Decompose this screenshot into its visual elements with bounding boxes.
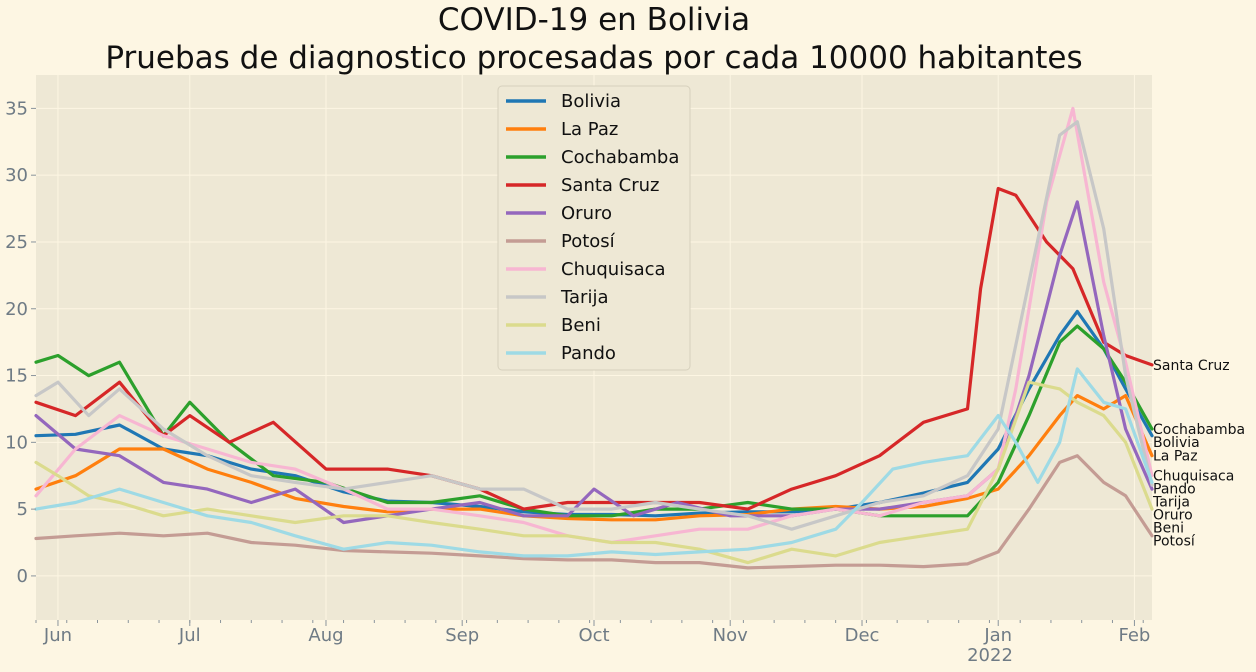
y-tick-label: 35 [5,98,28,119]
y-tick-label: 20 [5,299,28,320]
x-tick-label: Oct [578,625,609,646]
legend-entry-label: La Paz [561,119,618,140]
x-tick-label: Jul [178,625,201,646]
x-axis: Jun Jul Aug Sep Oct Nov Dec Jan Feb [35,620,1150,646]
series-line-chuquisaca [34,106,1154,545]
y-tick-label: 5 [17,499,28,520]
x-tick-label: Dec [845,625,880,646]
series-line-pando [34,367,1154,558]
series-line-cochabamba [34,324,1154,518]
legend-entry-label: Chuquisaca [561,259,666,280]
x-tick-label: Nov [713,625,748,646]
end-label-santa-cruz: Santa Cruz [1153,358,1230,374]
end-label-beni: Beni [1153,521,1184,537]
end-label-chuquisaca: Chuquisaca [1153,469,1234,485]
series-line-la-paz [34,394,1154,522]
legend-entry-label: Beni [561,315,601,336]
end-label-pando: Pando [1153,482,1196,498]
y-axis: 0 5 10 15 20 25 30 35 [5,98,36,587]
legend-entry-label: Tarija [560,287,608,308]
series-line-tarija [34,120,1154,531]
series-lines [34,106,1154,570]
legend-entry-label: Cochabamba [561,147,679,168]
series-line-beni [34,380,1154,565]
legend: Bolivia La Paz Cochabamba Santa Cruz Oruro Po… [497,85,691,371]
end-label-tarija: Tarija [1152,495,1190,511]
y-tick-label: 25 [5,232,28,253]
end-label-potos-: Potosí [1153,534,1196,550]
legend-entry-label: Oruro [561,203,612,224]
chart-title-line1: COVID-19 en Bolivia [438,2,750,38]
series-line-oruro [34,200,1154,525]
series-line-bolivia [34,309,1154,518]
x-tick-label: Aug [308,625,343,646]
x-tick-label: Jun [43,625,72,646]
y-tick-label: 10 [5,432,28,453]
end-label-la-paz: La Paz [1153,449,1198,465]
x-tick-label: Sep [445,625,479,646]
y-tick-label: 0 [17,566,28,587]
end-label-oruro: Oruro [1153,508,1193,524]
x-tick-label: Jan [983,625,1012,646]
x-year-label: 2022 [967,645,1013,666]
legend-entry-label: Santa Cruz [561,175,660,196]
end-label-cochabamba: Cochabamba [1153,422,1245,438]
legend-entry-label: Pando [561,343,616,364]
y-tick-label: 15 [5,366,28,387]
y-tick-label: 30 [5,165,28,186]
legend-entry-label: Potosí [561,231,616,252]
end-label-bolivia: Bolivia [1153,435,1200,451]
series-line-potos- [34,454,1154,570]
x-tick-label: Feb [1118,625,1150,646]
chart-title-line2: Pruebas de diagnostico procesadas por ca… [105,40,1082,76]
legend-entry-label: Bolivia [561,91,621,112]
